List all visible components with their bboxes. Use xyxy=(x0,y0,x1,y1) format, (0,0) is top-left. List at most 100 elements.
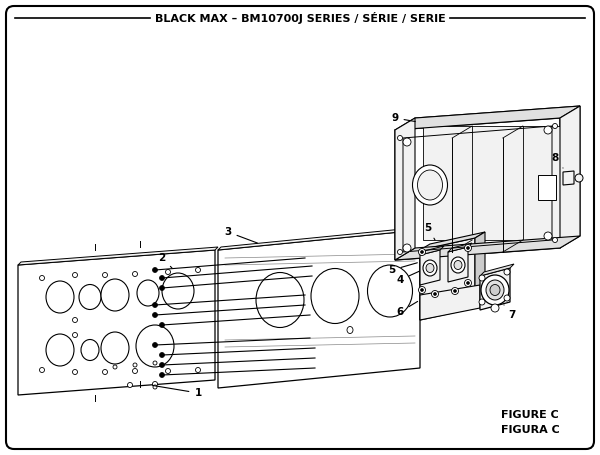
Polygon shape xyxy=(480,268,510,310)
Text: 5: 5 xyxy=(424,223,435,240)
Ellipse shape xyxy=(421,251,424,253)
Ellipse shape xyxy=(431,290,439,298)
Ellipse shape xyxy=(467,282,470,284)
Ellipse shape xyxy=(490,284,500,295)
Ellipse shape xyxy=(403,138,411,146)
Ellipse shape xyxy=(137,280,159,306)
Ellipse shape xyxy=(79,284,101,309)
Ellipse shape xyxy=(196,368,200,373)
Ellipse shape xyxy=(73,333,77,338)
Text: BLACK MAX – BM10700J SERIES / SÉRIE / SERIE: BLACK MAX – BM10700J SERIES / SÉRIE / SE… xyxy=(155,12,445,24)
Polygon shape xyxy=(395,106,580,130)
Ellipse shape xyxy=(451,257,465,273)
Ellipse shape xyxy=(73,273,77,278)
Text: 3: 3 xyxy=(224,227,257,243)
Ellipse shape xyxy=(40,275,44,280)
Ellipse shape xyxy=(454,289,457,293)
Ellipse shape xyxy=(347,327,353,334)
Ellipse shape xyxy=(160,285,164,290)
Ellipse shape xyxy=(160,353,164,358)
Ellipse shape xyxy=(160,363,164,368)
Ellipse shape xyxy=(46,281,74,313)
Ellipse shape xyxy=(153,385,157,389)
Ellipse shape xyxy=(152,343,157,348)
Polygon shape xyxy=(560,106,580,248)
Ellipse shape xyxy=(128,383,133,388)
Ellipse shape xyxy=(423,260,437,276)
Polygon shape xyxy=(218,227,423,250)
Polygon shape xyxy=(423,126,572,240)
Ellipse shape xyxy=(433,293,437,295)
Ellipse shape xyxy=(553,123,557,128)
Text: 8: 8 xyxy=(551,153,563,168)
Ellipse shape xyxy=(103,369,107,374)
Polygon shape xyxy=(448,247,468,282)
Polygon shape xyxy=(18,250,215,395)
Bar xyxy=(538,175,556,200)
Ellipse shape xyxy=(544,126,552,134)
Ellipse shape xyxy=(152,381,157,386)
Ellipse shape xyxy=(426,263,434,273)
Ellipse shape xyxy=(575,174,583,182)
Text: FIGURE C: FIGURE C xyxy=(501,410,559,420)
Ellipse shape xyxy=(486,280,504,300)
Ellipse shape xyxy=(136,325,174,367)
Ellipse shape xyxy=(101,279,129,311)
Ellipse shape xyxy=(454,261,462,269)
Polygon shape xyxy=(420,250,440,285)
Ellipse shape xyxy=(504,295,510,301)
Polygon shape xyxy=(395,118,560,260)
Ellipse shape xyxy=(46,334,74,366)
Ellipse shape xyxy=(418,170,443,200)
Polygon shape xyxy=(18,247,218,265)
Ellipse shape xyxy=(160,373,164,378)
Ellipse shape xyxy=(398,136,403,141)
Ellipse shape xyxy=(166,369,170,374)
Text: 5: 5 xyxy=(388,263,418,275)
Ellipse shape xyxy=(196,268,200,273)
Ellipse shape xyxy=(413,165,448,205)
Ellipse shape xyxy=(467,247,470,249)
Ellipse shape xyxy=(419,248,425,256)
Ellipse shape xyxy=(152,313,157,318)
Polygon shape xyxy=(448,243,472,252)
Polygon shape xyxy=(480,264,514,276)
Ellipse shape xyxy=(398,249,403,254)
Ellipse shape xyxy=(40,368,44,373)
Text: 1: 1 xyxy=(153,385,202,398)
Ellipse shape xyxy=(256,273,304,328)
Ellipse shape xyxy=(464,279,472,287)
Ellipse shape xyxy=(81,339,99,360)
Ellipse shape xyxy=(160,275,164,280)
Text: 2: 2 xyxy=(158,253,172,268)
Ellipse shape xyxy=(101,332,129,364)
Ellipse shape xyxy=(464,244,472,252)
Ellipse shape xyxy=(491,304,499,312)
Polygon shape xyxy=(395,236,580,260)
Text: 9: 9 xyxy=(391,113,415,123)
Polygon shape xyxy=(475,232,485,308)
Ellipse shape xyxy=(452,288,458,294)
Polygon shape xyxy=(415,106,580,248)
Text: 4: 4 xyxy=(397,271,419,285)
Ellipse shape xyxy=(166,269,170,274)
Ellipse shape xyxy=(160,323,164,328)
Polygon shape xyxy=(395,118,415,260)
Polygon shape xyxy=(420,285,480,320)
Text: 7: 7 xyxy=(504,305,515,320)
Ellipse shape xyxy=(73,318,77,323)
Ellipse shape xyxy=(152,268,157,273)
Ellipse shape xyxy=(162,273,194,309)
Ellipse shape xyxy=(504,269,510,275)
Ellipse shape xyxy=(479,275,485,281)
Ellipse shape xyxy=(403,244,411,252)
Ellipse shape xyxy=(311,268,359,324)
Ellipse shape xyxy=(113,365,117,369)
Ellipse shape xyxy=(133,369,137,374)
Polygon shape xyxy=(420,232,485,250)
Ellipse shape xyxy=(367,265,413,317)
Ellipse shape xyxy=(152,303,157,308)
Ellipse shape xyxy=(153,361,157,365)
Ellipse shape xyxy=(133,363,137,367)
Text: 6: 6 xyxy=(397,301,418,317)
